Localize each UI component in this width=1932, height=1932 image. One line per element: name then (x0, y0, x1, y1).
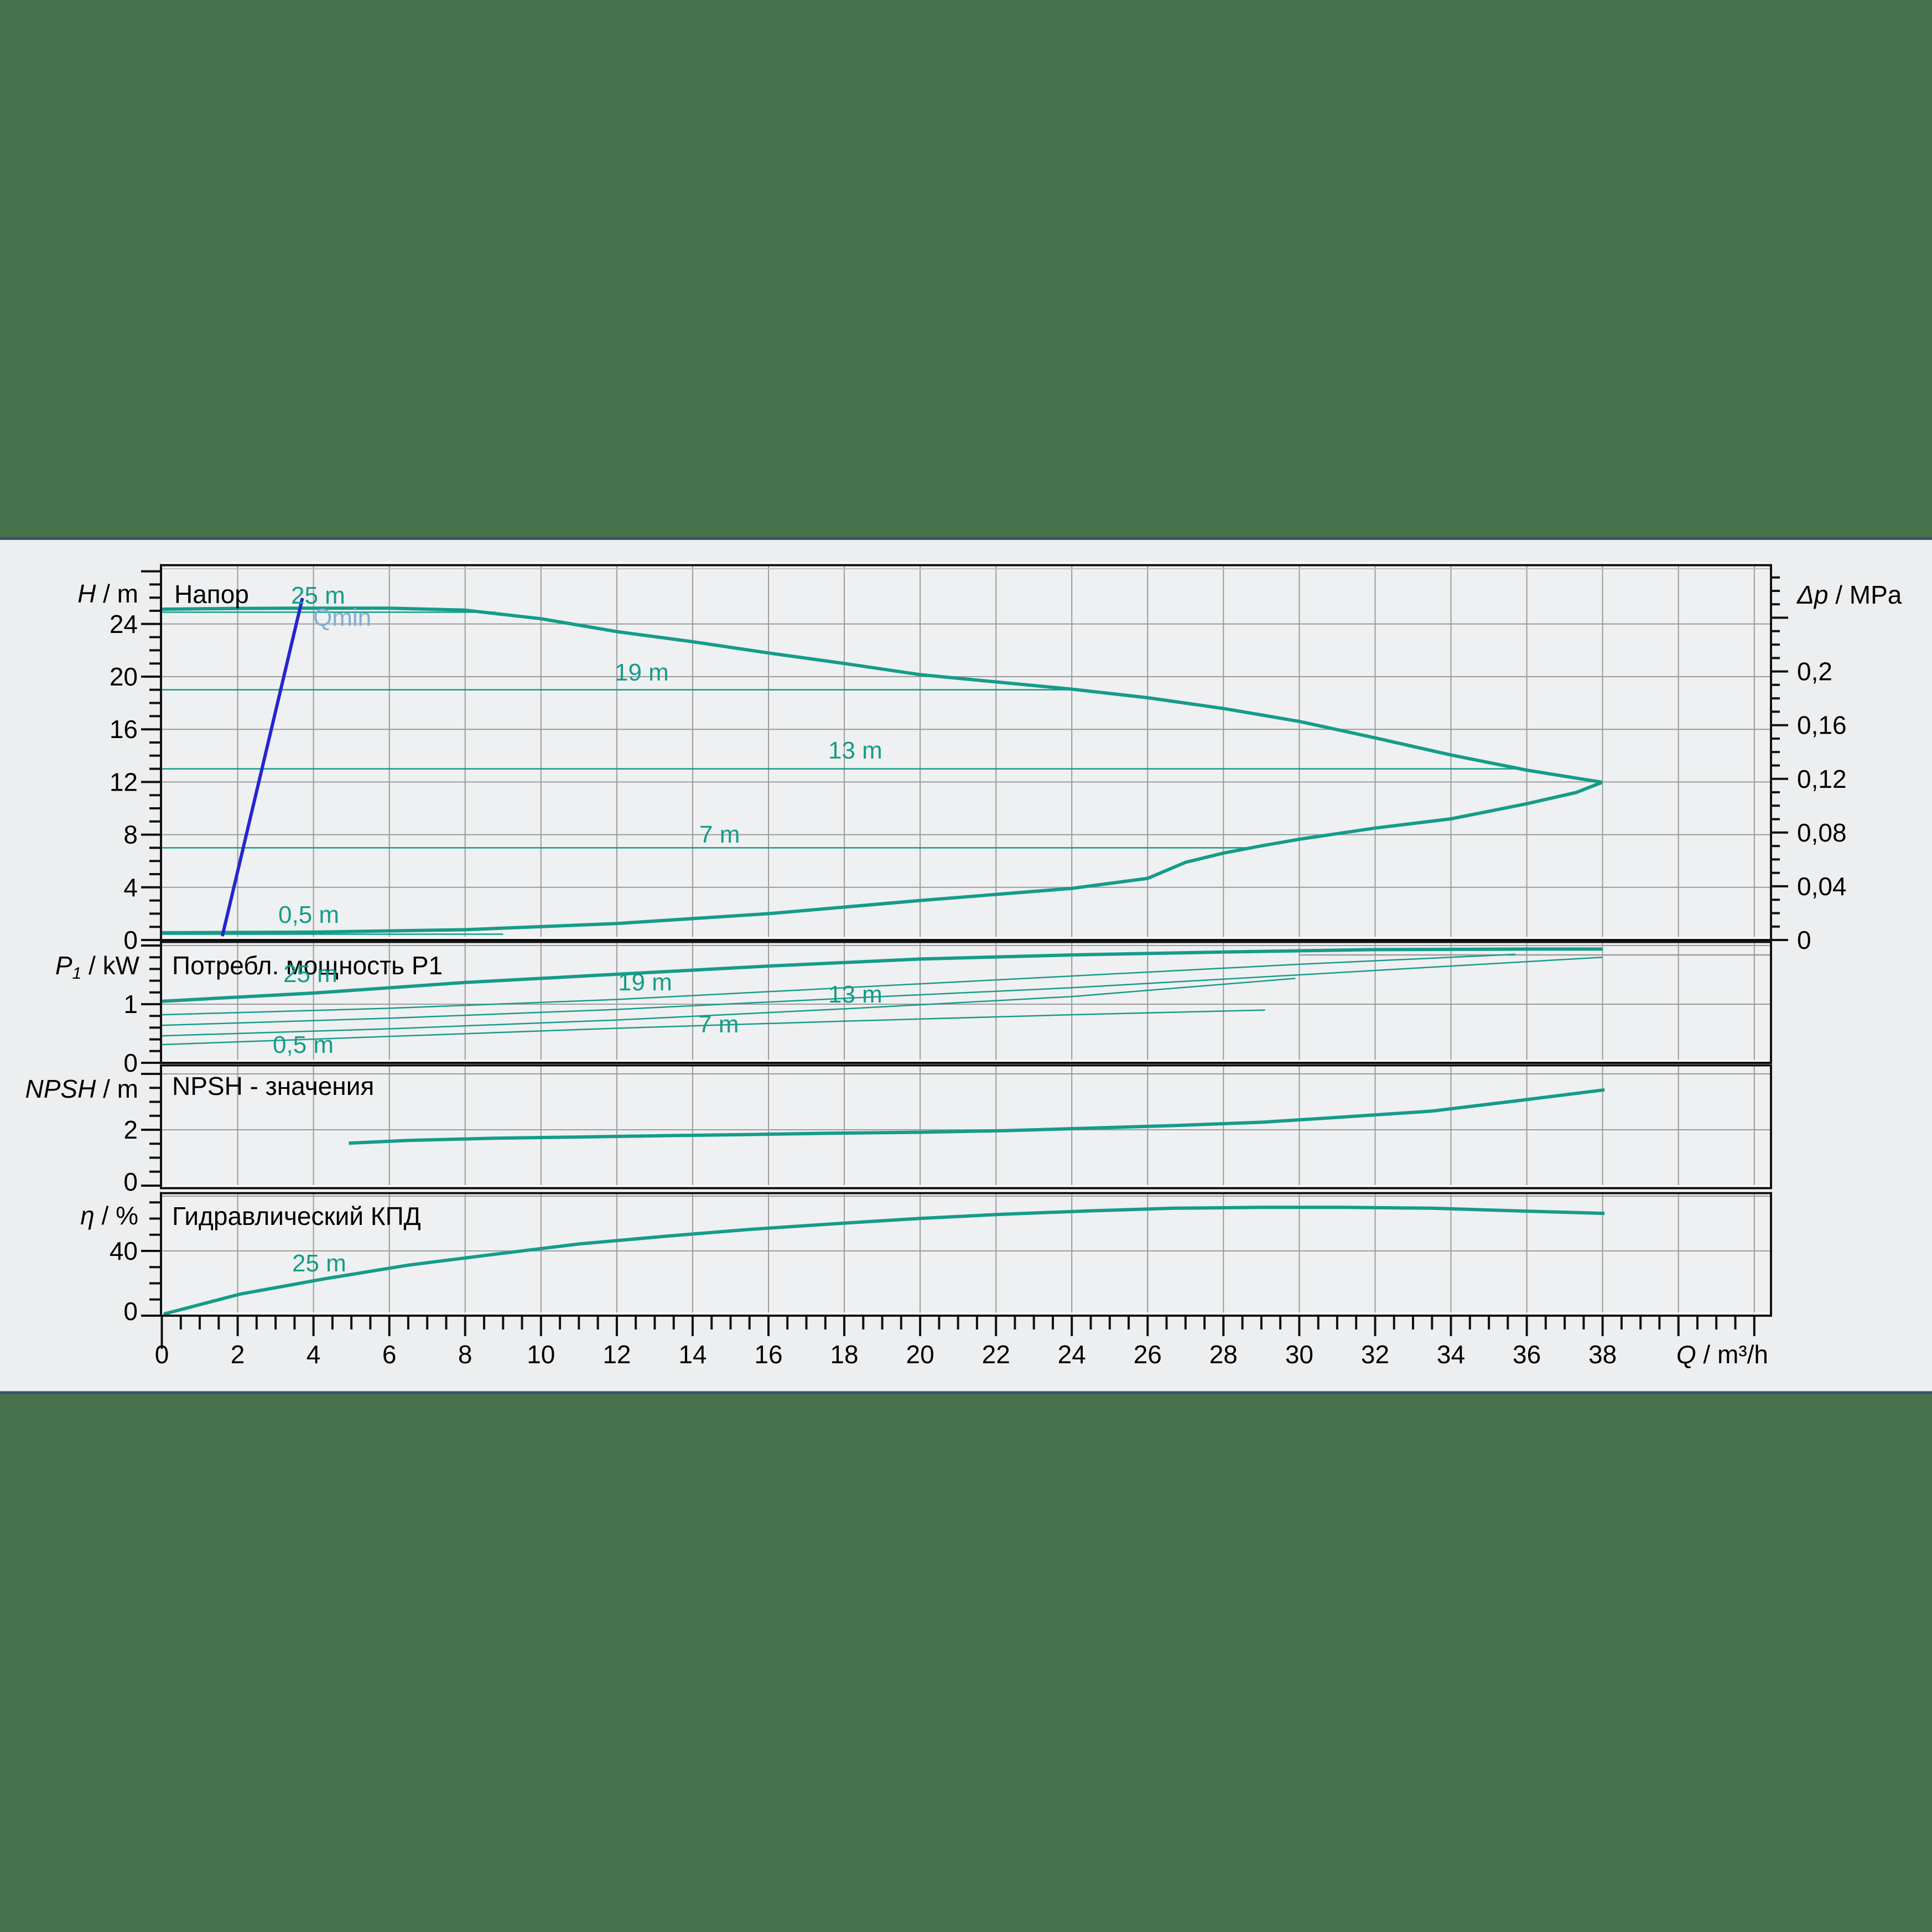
svg-text:24: 24 (1058, 1340, 1086, 1369)
svg-text:19 m: 19 m (618, 969, 672, 996)
svg-text:1: 1 (123, 990, 138, 1019)
svg-text:0: 0 (123, 1297, 138, 1326)
svg-text:8: 8 (123, 820, 138, 849)
svg-text:Q / m³/h: Q / m³/h (1676, 1340, 1768, 1369)
svg-text:Напор: Напор (174, 580, 249, 609)
svg-text:0: 0 (123, 1048, 138, 1077)
svg-text:0,04: 0,04 (1797, 872, 1847, 901)
svg-text:H / m: H / m (77, 579, 138, 608)
svg-text:0,12: 0,12 (1797, 765, 1847, 793)
svg-text:13 m: 13 m (828, 981, 882, 1008)
svg-text:Qmin: Qmin (313, 604, 371, 631)
svg-text:24: 24 (110, 610, 138, 638)
svg-text:0,2: 0,2 (1797, 657, 1832, 686)
svg-text:26: 26 (1134, 1340, 1162, 1369)
svg-text:20: 20 (906, 1340, 934, 1369)
svg-text:Гидравлический КПД: Гидравлический КПД (172, 1202, 421, 1230)
svg-text:6: 6 (382, 1340, 397, 1369)
svg-text:2: 2 (123, 1115, 138, 1144)
svg-text:18: 18 (830, 1340, 858, 1369)
svg-text:Δp / MPa: Δp / MPa (1796, 580, 1902, 609)
svg-text:0,16: 0,16 (1797, 711, 1847, 740)
svg-text:25 m: 25 m (283, 960, 337, 988)
svg-text:25 m: 25 m (291, 582, 345, 609)
svg-text:40: 40 (110, 1237, 138, 1265)
svg-text:P1 / kW: P1 / kW (55, 951, 140, 983)
svg-text:36: 36 (1513, 1340, 1541, 1369)
svg-text:16: 16 (110, 715, 138, 744)
svg-text:η / %: η / % (80, 1201, 138, 1230)
svg-text:14: 14 (678, 1340, 707, 1369)
svg-text:30: 30 (1285, 1340, 1313, 1369)
svg-text:NPSH - значения: NPSH - значения (172, 1072, 374, 1100)
svg-text:16: 16 (754, 1340, 782, 1369)
svg-text:20: 20 (110, 662, 138, 691)
svg-text:4: 4 (307, 1340, 321, 1369)
svg-text:28: 28 (1209, 1340, 1238, 1369)
svg-text:12: 12 (110, 767, 138, 796)
svg-text:38: 38 (1588, 1340, 1617, 1369)
svg-text:0,5 m: 0,5 m (278, 901, 339, 928)
svg-text:7 m: 7 m (699, 821, 740, 848)
svg-text:4: 4 (123, 873, 138, 902)
svg-text:19 m: 19 m (615, 659, 669, 686)
svg-text:8: 8 (458, 1340, 472, 1369)
svg-text:0: 0 (155, 1340, 169, 1369)
svg-text:34: 34 (1437, 1340, 1465, 1369)
svg-text:2: 2 (231, 1340, 245, 1369)
svg-text:Потребл. мощность P1: Потребл. мощность P1 (172, 951, 443, 980)
svg-text:0,08: 0,08 (1797, 818, 1847, 847)
svg-text:22: 22 (982, 1340, 1010, 1369)
svg-text:7 m: 7 m (698, 1011, 739, 1038)
svg-text:25 m: 25 m (292, 1250, 346, 1277)
svg-text:10: 10 (527, 1340, 555, 1369)
svg-text:0: 0 (123, 1167, 138, 1196)
svg-text:13 m: 13 m (828, 737, 882, 764)
svg-text:0: 0 (123, 926, 138, 954)
svg-text:0,5 m: 0,5 m (273, 1031, 334, 1058)
svg-text:32: 32 (1361, 1340, 1389, 1369)
svg-text:0: 0 (1797, 926, 1811, 954)
svg-text:12: 12 (603, 1340, 631, 1369)
svg-text:NPSH / m: NPSH / m (25, 1074, 138, 1103)
